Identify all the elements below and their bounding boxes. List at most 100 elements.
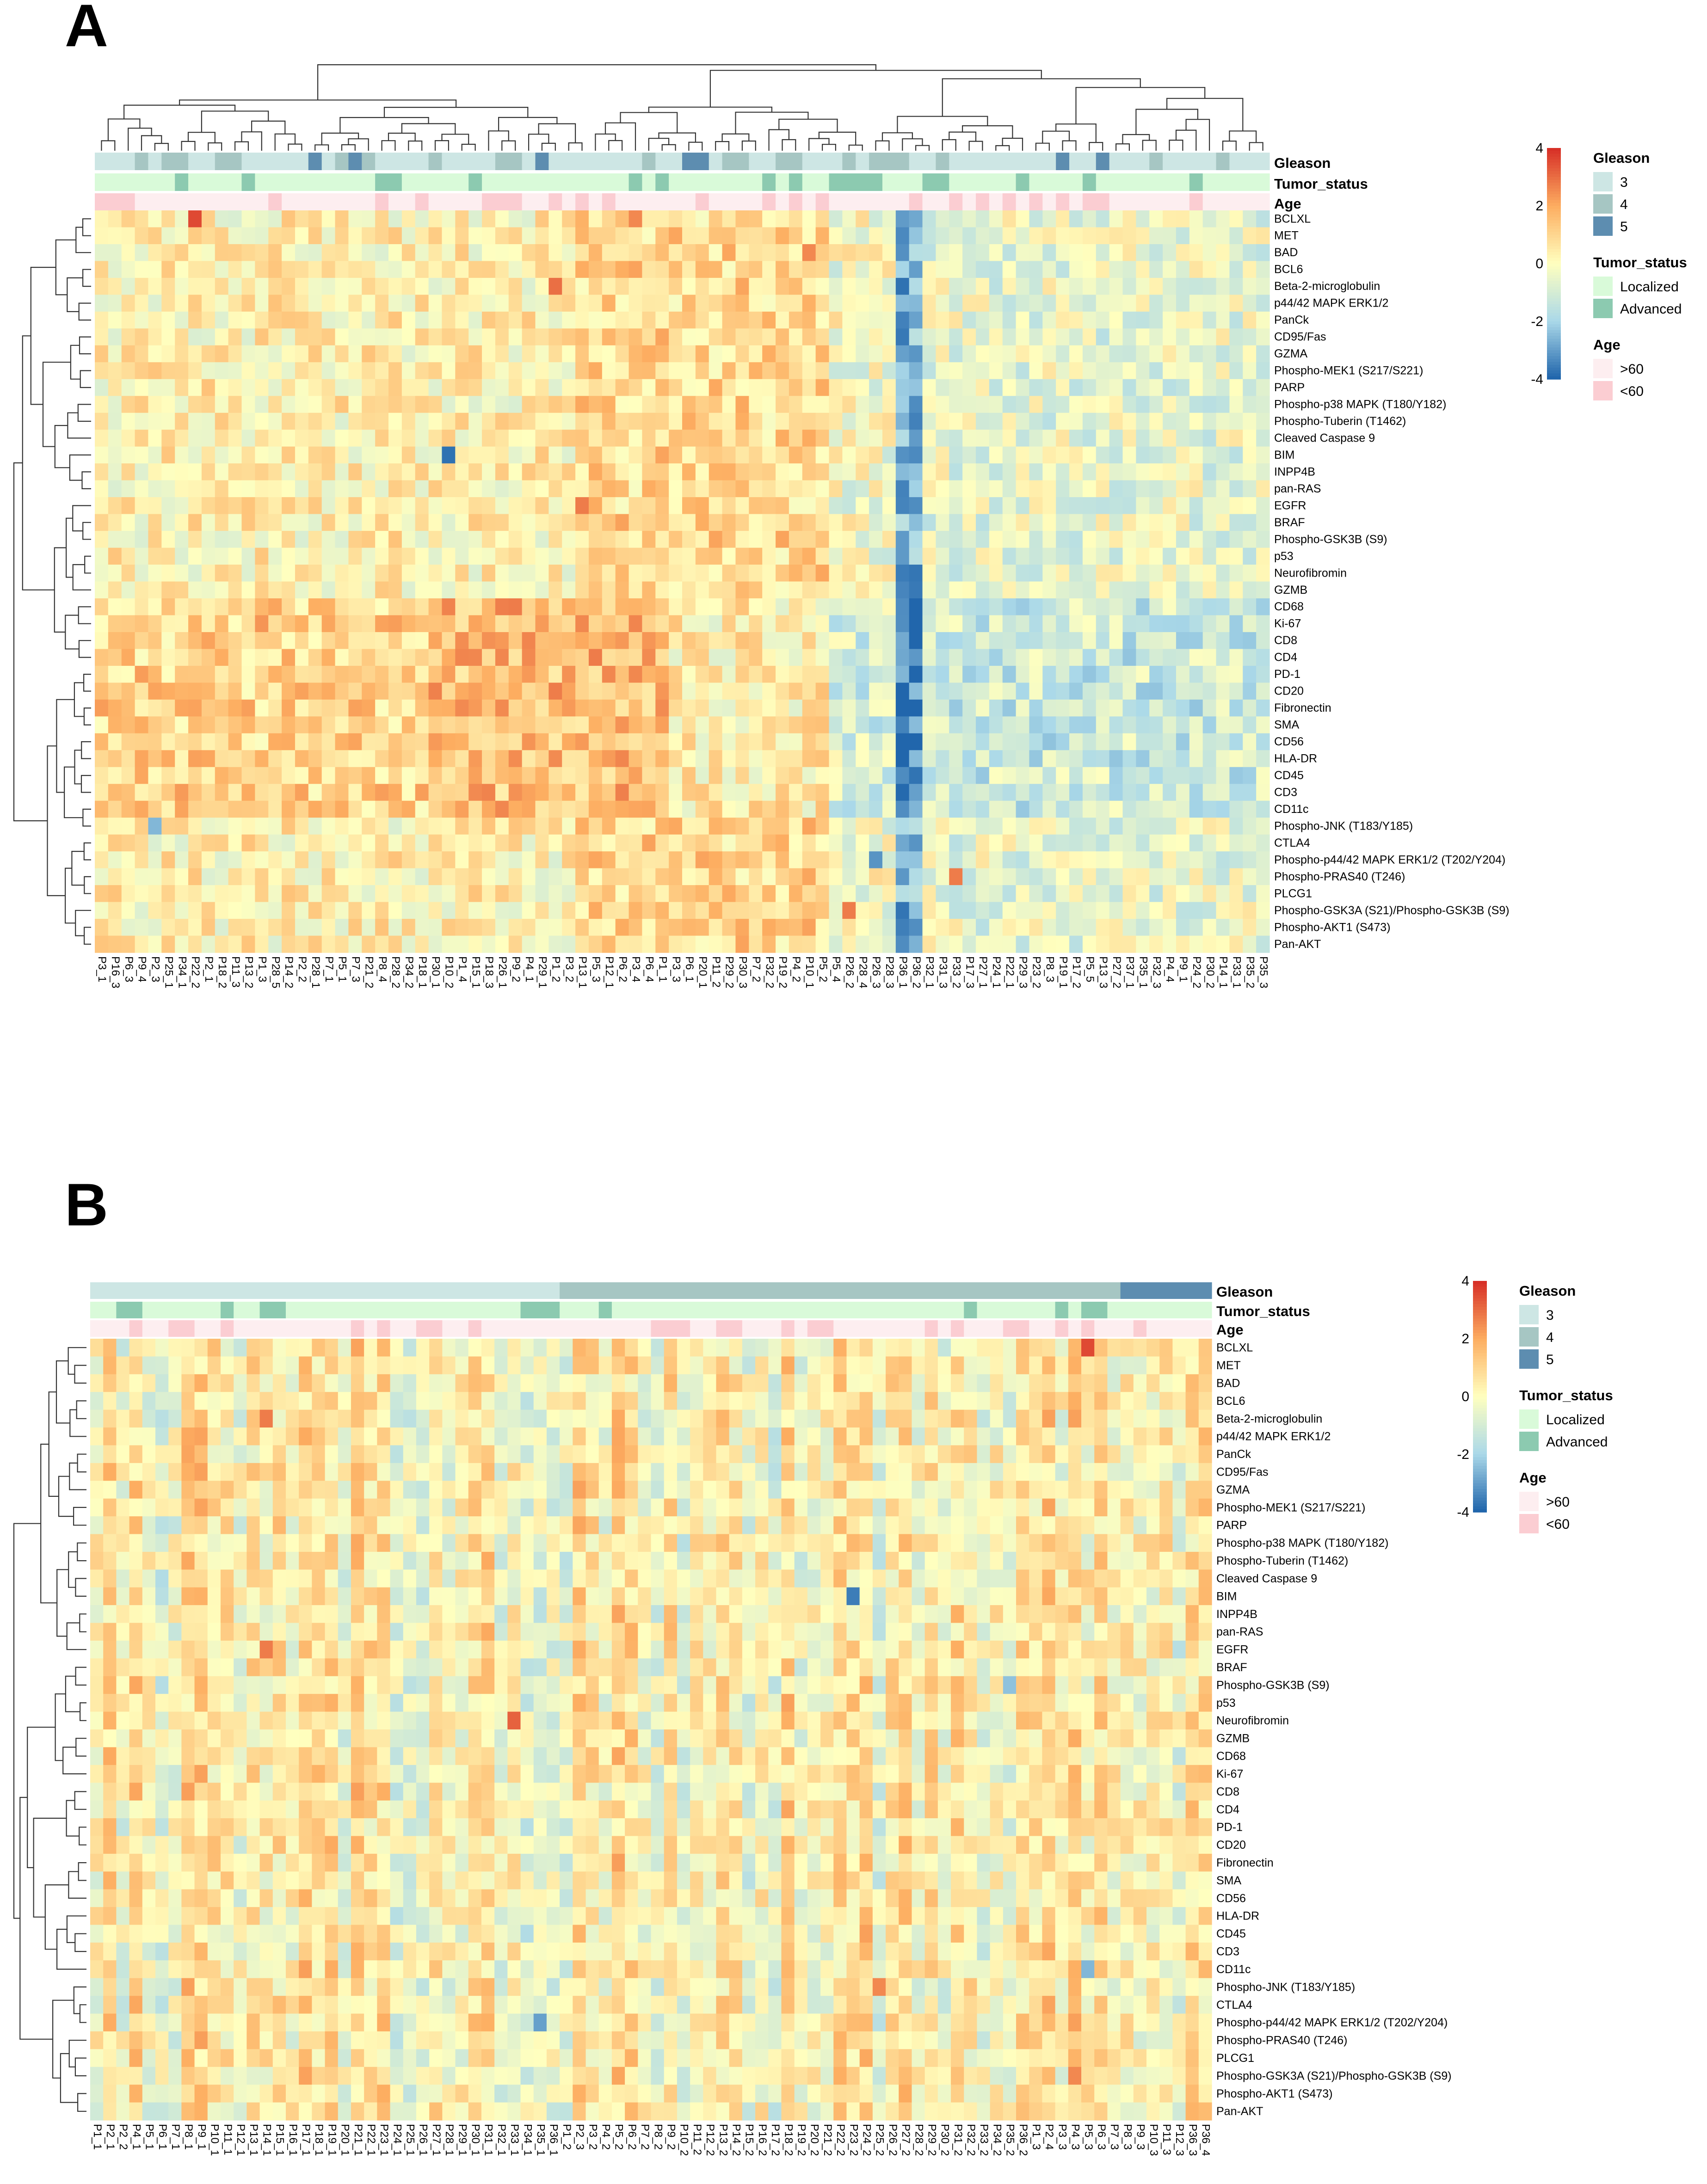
row-label: Phospho-JNK (T183/Y185) — [1274, 819, 1413, 832]
heatmap-cell — [282, 548, 296, 565]
heatmap-cell — [1216, 379, 1230, 396]
heatmap-cell — [762, 800, 776, 818]
heatmap-cell — [1096, 733, 1110, 751]
heatmap-cell — [401, 430, 416, 447]
heatmap-cell — [703, 1339, 717, 1357]
legend-label: Advanced — [1620, 301, 1682, 317]
heatmap-cell — [1096, 295, 1110, 312]
heatmap-cell — [108, 328, 122, 346]
heatmap-cell — [856, 615, 869, 633]
age-cell — [709, 193, 723, 211]
heatmap-cell — [1002, 396, 1017, 413]
heatmap-cell — [869, 649, 883, 666]
heatmap-cell — [749, 531, 763, 548]
heatmap-cell — [895, 396, 910, 413]
heatmap-cell — [161, 581, 175, 599]
heatmap-cell — [1136, 277, 1150, 295]
tumor-status-cell — [842, 173, 856, 191]
row-label: BIM — [1274, 449, 1294, 461]
heatmap-cell — [335, 767, 349, 784]
heatmap-cell — [895, 244, 910, 262]
heatmap-cell — [990, 1356, 1004, 1375]
heatmap-cell — [401, 750, 416, 768]
heatmap-cell — [348, 514, 362, 531]
heatmap-cell — [95, 261, 109, 278]
heatmap-cell — [135, 615, 149, 633]
heatmap-cell — [976, 902, 990, 919]
heatmap-cell — [669, 649, 683, 666]
heatmap-cell — [548, 514, 562, 531]
heatmap-cell — [1069, 277, 1083, 295]
heatmap-cell — [535, 581, 549, 599]
colorbar-segment — [1547, 200, 1561, 203]
heatmap-cell — [228, 261, 242, 278]
heatmap-cell — [1189, 818, 1203, 835]
heatmap-cell — [1069, 632, 1083, 650]
heatmap-cell — [722, 683, 736, 700]
heatmap-cell — [95, 244, 109, 262]
heatmap-cell — [1176, 581, 1190, 599]
heatmap-cell — [869, 750, 883, 768]
heatmap-cell — [949, 632, 963, 650]
heatmap-cell — [776, 767, 789, 784]
heatmap-cell — [1149, 615, 1163, 633]
gleason-cell — [695, 153, 709, 170]
heatmap-cell — [401, 311, 416, 329]
heatmap-cell — [882, 311, 896, 329]
heatmap-cell — [228, 834, 242, 852]
heatmap-cell — [655, 362, 669, 380]
heatmap-cell — [735, 514, 749, 531]
heatmap-cell — [856, 902, 869, 919]
heatmap-cell — [161, 935, 175, 953]
heatmap-cell — [755, 1339, 769, 1357]
heatmap-cell — [642, 227, 656, 245]
row-dendrogram-branch — [84, 927, 91, 945]
heatmap-cell — [895, 935, 910, 953]
heatmap-cell — [1056, 565, 1070, 582]
heatmap-cell — [722, 733, 736, 751]
heatmap-cell — [936, 868, 949, 886]
heatmap-cell — [308, 446, 322, 464]
heatmap-cell — [882, 531, 896, 548]
heatmap-cell — [148, 750, 162, 768]
heatmap-cell — [588, 531, 603, 548]
heatmap-cell — [522, 716, 536, 734]
heatmap-cell — [108, 463, 122, 481]
heatmap-cell — [535, 800, 549, 818]
gleason-cell — [677, 1282, 690, 1299]
heatmap-cell — [1216, 632, 1230, 650]
heatmap-cell — [762, 683, 776, 700]
colorbar-segment — [1547, 310, 1561, 313]
heatmap-cell — [1202, 598, 1217, 616]
colorbar-segment — [1547, 237, 1561, 241]
heatmap-cell — [255, 750, 269, 768]
heatmap-cell — [762, 463, 776, 481]
heatmap-cell — [108, 244, 122, 262]
heatmap-cell — [562, 581, 576, 599]
heatmap-cell — [1016, 615, 1030, 633]
column-dendrogram-branch — [181, 141, 196, 151]
heatmap-cell — [121, 379, 136, 396]
heatmap-cell — [246, 1339, 260, 1357]
heatmap-cell — [1029, 834, 1043, 852]
heatmap-cell — [655, 295, 669, 312]
heatmap-cell — [351, 1356, 364, 1375]
heatmap-cell — [642, 565, 656, 582]
heatmap-cell — [135, 362, 149, 380]
heatmap-cell — [175, 885, 189, 903]
heatmap-cell — [669, 902, 683, 919]
heatmap-cell — [508, 834, 523, 852]
heatmap-cell — [312, 1356, 326, 1375]
heatmap-cell — [495, 834, 509, 852]
heatmap-cell — [375, 227, 389, 245]
heatmap-cell — [856, 699, 869, 717]
heatmap-cell — [455, 1356, 469, 1375]
heatmap-cell — [802, 767, 816, 784]
heatmap-cell — [495, 514, 509, 531]
colorbar-segment — [1547, 223, 1561, 227]
heatmap-cell — [508, 767, 523, 784]
heatmap-cell — [936, 295, 949, 312]
heatmap-cell — [335, 750, 349, 768]
heatmap-cell — [428, 784, 443, 801]
heatmap-cell — [108, 750, 122, 768]
